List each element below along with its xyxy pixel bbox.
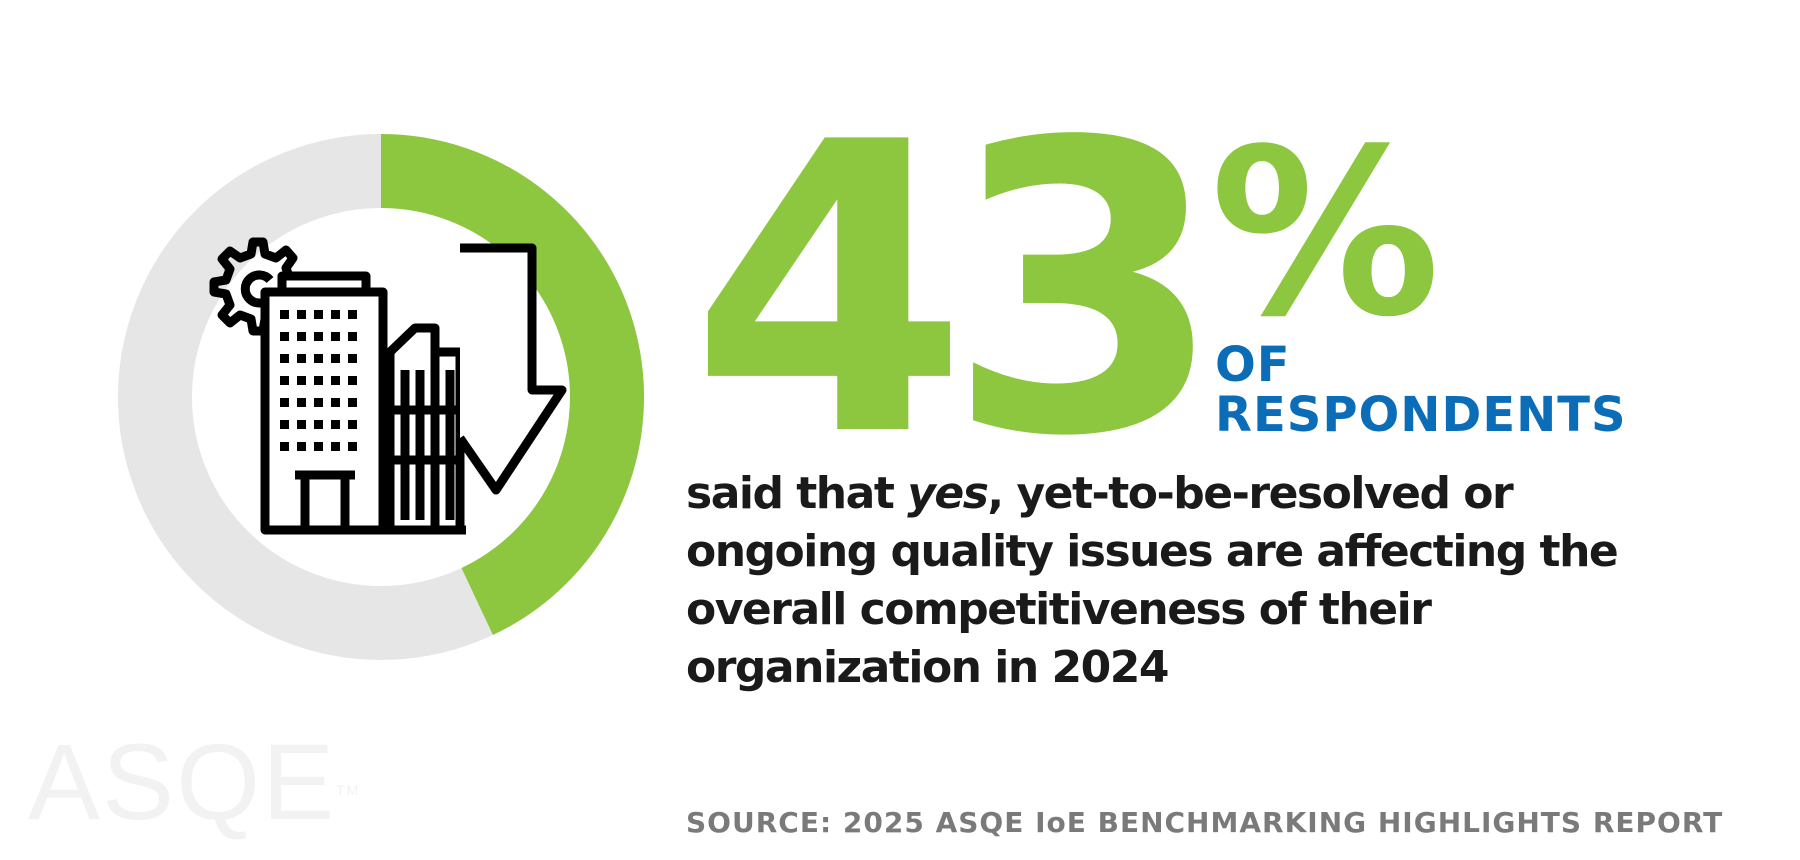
- secondary-building-icon: [383, 323, 466, 535]
- respondents-label: RESPONDENTS: [1215, 387, 1627, 443]
- asqe-watermark-logo: ASQETM: [28, 728, 360, 836]
- donut-chart: [118, 134, 644, 660]
- stat-number: 43 %: [690, 92, 1440, 492]
- donut-highlight-arc: [380, 134, 644, 635]
- description-text: said that yes, yet-to-be-resolved or ong…: [686, 465, 1706, 697]
- building-with-gear-and-down-arrow-icon: [190, 230, 570, 540]
- of-respondents-label: OF RESPONDENTS: [1215, 340, 1627, 440]
- description-prefix: said that: [686, 468, 908, 519]
- down-arrow-icon: [456, 243, 567, 495]
- building-icon: [260, 271, 388, 535]
- percent-sign: %: [1210, 101, 1441, 368]
- watermark-trademark: TM: [336, 782, 361, 798]
- description-rest: , yet-to-be-resolved or ongoing quality …: [686, 468, 1619, 693]
- watermark-text: ASQE: [28, 721, 337, 842]
- of-label: OF: [1215, 337, 1291, 393]
- description-emphasis: yes: [907, 468, 989, 519]
- stat-number-value: 43: [690, 59, 1225, 524]
- source-citation: SOURCE: 2025 ASQE IoE BENCHMARKING HIGHL…: [686, 806, 1724, 839]
- donut-svg: [118, 134, 644, 660]
- building-windows: [280, 310, 357, 451]
